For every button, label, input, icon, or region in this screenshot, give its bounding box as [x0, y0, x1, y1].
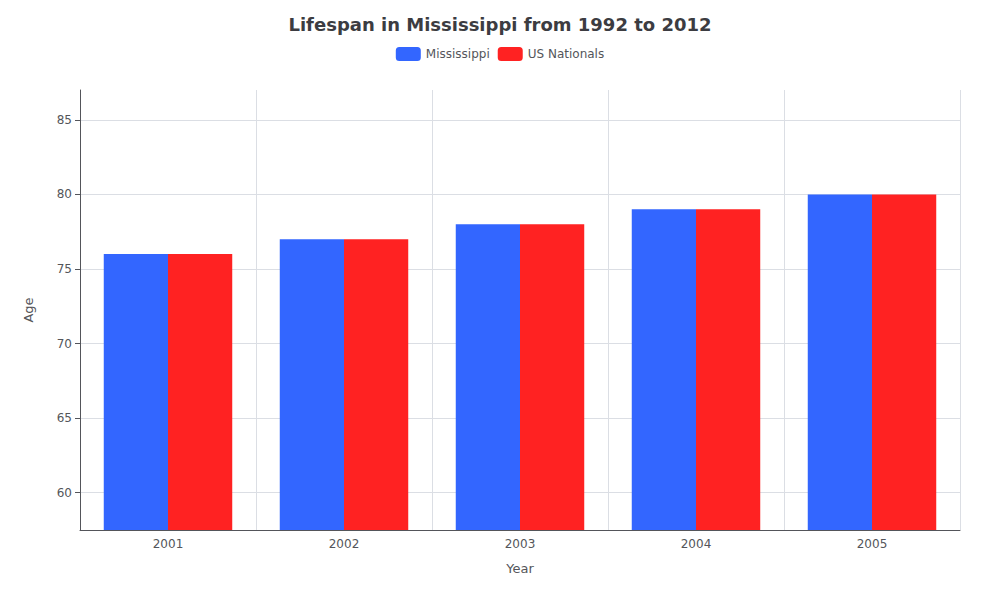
svg-text:2001: 2001	[153, 537, 184, 551]
svg-text:Mississippi: Mississippi	[426, 47, 490, 61]
svg-text:2004: 2004	[681, 537, 712, 551]
svg-text:70: 70	[57, 337, 72, 351]
svg-text:US Nationals: US Nationals	[528, 47, 604, 61]
svg-text:2003: 2003	[505, 537, 536, 551]
svg-text:Lifespan in Mississippi from 1: Lifespan in Mississippi from 1992 to 201…	[288, 14, 711, 35]
svg-text:Age: Age	[21, 297, 36, 322]
svg-text:85: 85	[57, 113, 72, 127]
svg-text:60: 60	[57, 486, 72, 500]
svg-text:65: 65	[57, 411, 72, 425]
svg-text:2005: 2005	[857, 537, 888, 551]
svg-text:2002: 2002	[329, 537, 360, 551]
svg-text:80: 80	[57, 187, 72, 201]
svg-text:Year: Year	[505, 561, 534, 576]
svg-text:75: 75	[57, 262, 72, 276]
